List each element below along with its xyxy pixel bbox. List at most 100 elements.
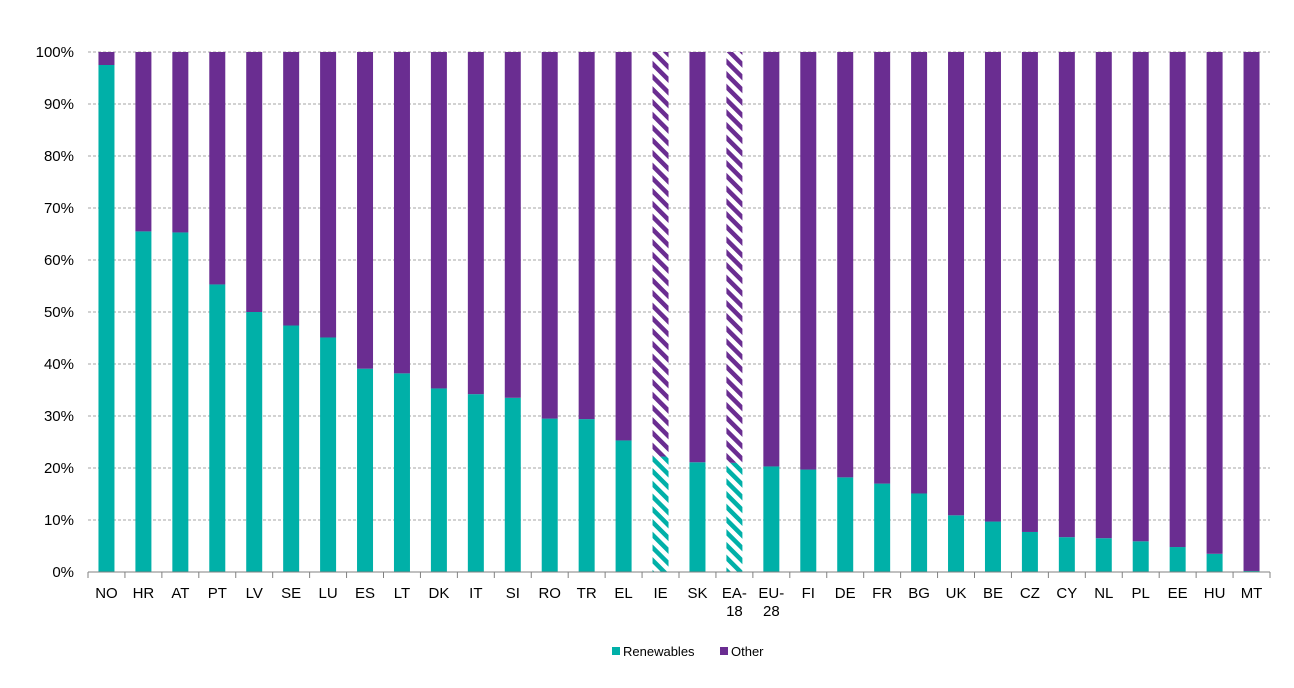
- bar-other-si: [504, 52, 521, 398]
- x-tick-label: NL: [1094, 585, 1113, 602]
- bar-other-hu: [1206, 52, 1223, 554]
- bar-renewables-se: [283, 325, 300, 572]
- x-tick-label: LU: [319, 585, 338, 602]
- x-tick-label: LT: [394, 585, 410, 602]
- bar-renewables-fr: [874, 483, 891, 572]
- bar-other-ro: [541, 52, 558, 419]
- x-tick-label: AT: [171, 585, 189, 602]
- bar-other-es: [357, 52, 374, 369]
- x-axis-ticks: NO HR AT PT LV SE LU ES LT DK IT SI RO TR EL IE SK EA-18 E…: [95, 585, 1262, 620]
- bar-renewables-cy: [1058, 537, 1075, 572]
- bar-renewables-lv: [246, 312, 263, 572]
- x-tick-label: DE: [835, 585, 856, 602]
- y-tick-label: 10%: [44, 512, 74, 529]
- x-tick-label: IE: [653, 585, 667, 602]
- bar-renewables-eu-28: [763, 466, 780, 572]
- bar-other-bg: [911, 52, 928, 494]
- y-tick-label: 60%: [44, 252, 74, 269]
- bar-other-pl: [1132, 52, 1149, 542]
- bar-renewables-nl: [1095, 538, 1112, 572]
- bar-renewables-bg: [911, 493, 928, 572]
- bar-other-at: [172, 52, 189, 233]
- x-tick-label: LV: [246, 585, 263, 602]
- x-tick-label: HR: [133, 585, 155, 602]
- bar-other-mt: [1243, 52, 1260, 571]
- bar-other-it: [467, 52, 484, 395]
- y-tick-label: 90%: [44, 96, 74, 113]
- bar-renewables-hr: [135, 231, 152, 572]
- bar-renewables-si: [504, 397, 521, 572]
- bar-other-eu-28: [763, 52, 780, 467]
- bar-other-fr: [874, 52, 891, 484]
- bar-other-lt: [393, 52, 410, 374]
- y-axis-ticks: 0% 10% 20% 30% 40% 50% 60% 70% 80% 90% 100%: [36, 44, 74, 581]
- legend-label-other: Other: [731, 644, 764, 659]
- y-tick-label: 70%: [44, 200, 74, 217]
- bar-other-cz: [1021, 52, 1038, 532]
- bar-renewables-uk: [948, 515, 965, 572]
- bar-other-dk: [430, 52, 447, 389]
- legend-swatch-other: [720, 647, 728, 655]
- x-tick-label: PT: [208, 585, 227, 602]
- x-tick-label: ES: [355, 585, 375, 602]
- legend-swatch-renewables: [612, 647, 620, 655]
- bar-other-pt: [209, 52, 226, 285]
- x-tick-label: BE: [983, 585, 1003, 602]
- y-tick-label: 100%: [36, 44, 74, 61]
- bar-renewables-no: [98, 65, 115, 572]
- x-tick-label: NO: [95, 585, 118, 602]
- bar-other-ee: [1169, 52, 1186, 548]
- x-axis: [87, 571, 1271, 578]
- x-tick-label: IT: [469, 585, 482, 602]
- x-tick-label: FR: [872, 585, 892, 602]
- x-tick-label: BG: [908, 585, 930, 602]
- bar-other-ea-18: [726, 52, 743, 463]
- bar-renewables-dk: [430, 388, 447, 572]
- bar-renewables-sk: [689, 462, 706, 572]
- bar-other-nl: [1095, 52, 1112, 539]
- bar-renewables-ee: [1169, 547, 1186, 572]
- y-tick-label: 50%: [44, 304, 74, 321]
- bar-renewables-be: [984, 521, 1001, 572]
- y-tick-label: 20%: [44, 460, 74, 477]
- bar-renewables-ie: [652, 456, 669, 572]
- bar-other-tr: [578, 52, 595, 420]
- bar-other-el: [615, 52, 632, 441]
- legend-label-renewables: Renewables: [623, 644, 695, 659]
- x-tick-label: EL: [614, 585, 632, 602]
- x-tick-label: UK: [946, 585, 967, 602]
- x-tick-label: PL: [1132, 585, 1150, 602]
- x-tick-label: EE: [1168, 585, 1188, 602]
- bar-renewables-tr: [578, 419, 595, 572]
- x-tick-label: DK: [428, 585, 449, 602]
- bar-other-lu: [320, 52, 337, 338]
- bar-renewables-el: [615, 440, 632, 572]
- bar-renewables-lt: [393, 373, 410, 572]
- bar-renewables-ea-18: [726, 462, 743, 572]
- x-tick-label: SE: [281, 585, 301, 602]
- bar-renewables-pt: [209, 284, 226, 572]
- bar-renewables-es: [357, 368, 374, 572]
- bar-renewables-lu: [320, 337, 337, 572]
- x-tick-label: FI: [802, 585, 815, 602]
- bar-other-cy: [1058, 52, 1075, 538]
- bar-other-be: [984, 52, 1001, 522]
- bar-other-no: [98, 52, 115, 65]
- bar-renewables-mt: [1243, 570, 1260, 572]
- bar-other-sk: [689, 52, 706, 463]
- y-tick-label: 80%: [44, 148, 74, 165]
- bar-renewables-ro: [541, 418, 558, 572]
- x-tick-label: CY: [1056, 585, 1077, 602]
- x-tick-label: MT: [1241, 585, 1263, 602]
- x-tick-label: TR: [577, 585, 597, 602]
- bar-renewables-it: [467, 394, 484, 572]
- x-tick-label: CZ: [1020, 585, 1040, 602]
- bar-renewables-cz: [1021, 531, 1038, 572]
- x-tick-label: SI: [506, 585, 520, 602]
- x-tick-label: EA-18: [722, 585, 747, 620]
- bar-other-ie: [652, 52, 669, 457]
- bar-other-hr: [135, 52, 152, 232]
- bar-renewables-at: [172, 232, 189, 572]
